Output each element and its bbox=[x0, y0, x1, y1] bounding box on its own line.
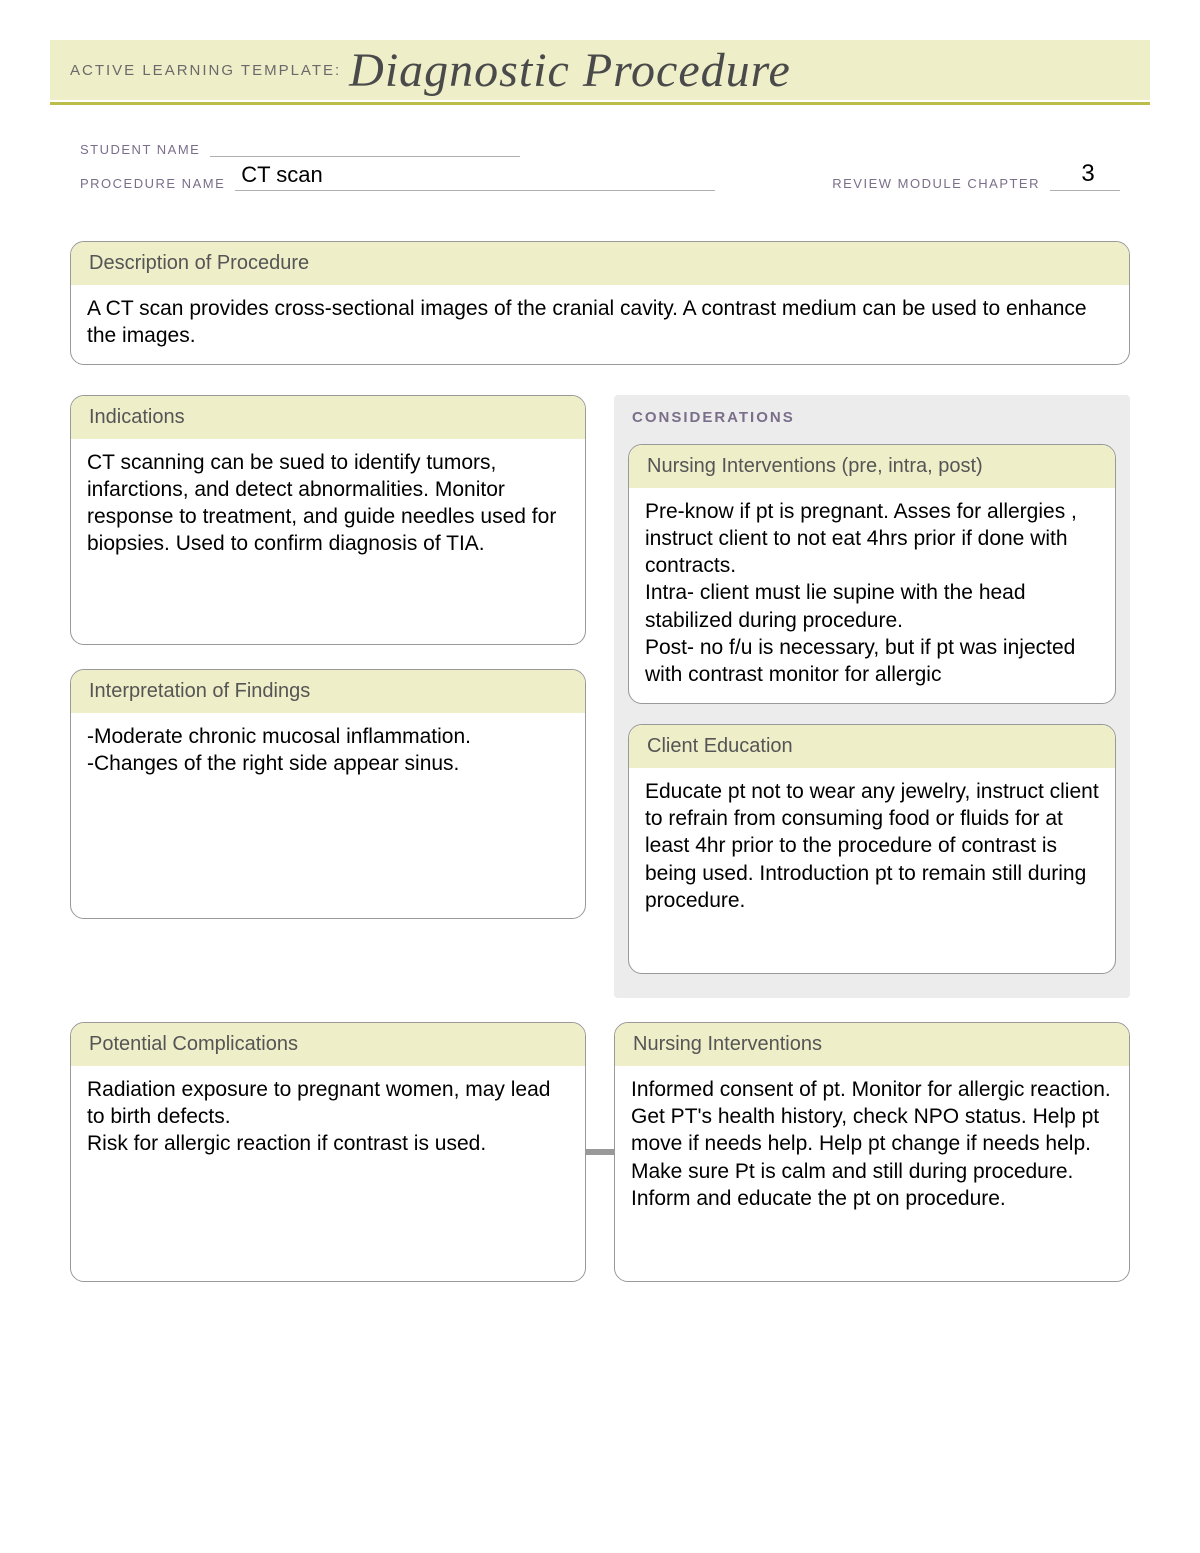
procedure-name-label: PROCEDURE NAME bbox=[80, 176, 225, 191]
indications-box: Indications CT scanning can be sued to i… bbox=[70, 395, 586, 645]
nursing-interventions-box: Nursing Interventions Informed consent o… bbox=[614, 1022, 1130, 1282]
client-education-box: Client Education Educate pt not to wear … bbox=[628, 724, 1116, 974]
header-bar: ACTIVE LEARNING TEMPLATE: Diagnostic Pro… bbox=[50, 40, 1150, 100]
content-area: Description of Procedure A CT scan provi… bbox=[50, 241, 1150, 1282]
nursing-pre-box: Nursing Interventions (pre, intra, post)… bbox=[628, 444, 1116, 704]
potential-complications-title: Potential Complications bbox=[71, 1023, 585, 1066]
student-name-label: STUDENT NAME bbox=[80, 142, 200, 157]
nursing-pre-body: Pre-know if pt is pregnant. Asses for al… bbox=[629, 488, 1115, 703]
interpretation-box: Interpretation of Findings -Moderate chr… bbox=[70, 669, 586, 919]
description-box: Description of Procedure A CT scan provi… bbox=[70, 241, 1130, 365]
procedure-row: PROCEDURE NAME CT scan REVIEW MODULE CHA… bbox=[80, 169, 1120, 191]
meta-section: STUDENT NAME PROCEDURE NAME CT scan REVI… bbox=[50, 135, 1150, 191]
page-header: ACTIVE LEARNING TEMPLATE: Diagnostic Pro… bbox=[50, 40, 1150, 191]
header-title: Diagnostic Procedure bbox=[349, 43, 791, 98]
middle-columns: Indications CT scanning can be sued to i… bbox=[70, 395, 1130, 998]
box-connector bbox=[586, 1149, 614, 1155]
considerations-label: CONSIDERATIONS bbox=[628, 395, 1116, 444]
left-column: Indications CT scanning can be sued to i… bbox=[70, 395, 586, 998]
interpretation-body: -Moderate chronic mucosal inflammation. … bbox=[71, 713, 585, 918]
description-title: Description of Procedure bbox=[71, 242, 1129, 285]
header-prefix: ACTIVE LEARNING TEMPLATE: bbox=[70, 62, 341, 79]
description-body: A CT scan provides cross-sectional image… bbox=[71, 285, 1129, 364]
potential-complications-body: Radiation exposure to pregnant women, ma… bbox=[71, 1066, 585, 1281]
indications-body: CT scanning can be sued to identify tumo… bbox=[71, 439, 585, 644]
nursing-interventions-title: Nursing Interventions bbox=[615, 1023, 1129, 1066]
review-module-field[interactable]: 3 bbox=[1050, 169, 1120, 191]
student-name-row: STUDENT NAME bbox=[80, 135, 1120, 157]
indications-title: Indications bbox=[71, 396, 585, 439]
header-underline bbox=[50, 102, 1150, 105]
student-name-field[interactable] bbox=[210, 135, 520, 157]
client-education-body: Educate pt not to wear any jewelry, inst… bbox=[629, 768, 1115, 973]
interpretation-title: Interpretation of Findings bbox=[71, 670, 585, 713]
procedure-name-value: CT scan bbox=[241, 162, 323, 188]
right-column: CONSIDERATIONS Nursing Interventions (pr… bbox=[614, 395, 1130, 998]
review-module-label: REVIEW MODULE CHAPTER bbox=[832, 176, 1040, 191]
review-module-value: 3 bbox=[1056, 160, 1120, 188]
considerations-group: CONSIDERATIONS Nursing Interventions (pr… bbox=[614, 395, 1130, 998]
nursing-pre-title: Nursing Interventions (pre, intra, post) bbox=[629, 445, 1115, 488]
procedure-name-field[interactable]: CT scan bbox=[235, 169, 715, 191]
nursing-interventions-body: Informed consent of pt. Monitor for alle… bbox=[615, 1066, 1129, 1281]
potential-complications-box: Potential Complications Radiation exposu… bbox=[70, 1022, 586, 1282]
client-education-title: Client Education bbox=[629, 725, 1115, 768]
bottom-row: Potential Complications Radiation exposu… bbox=[70, 1022, 1130, 1282]
